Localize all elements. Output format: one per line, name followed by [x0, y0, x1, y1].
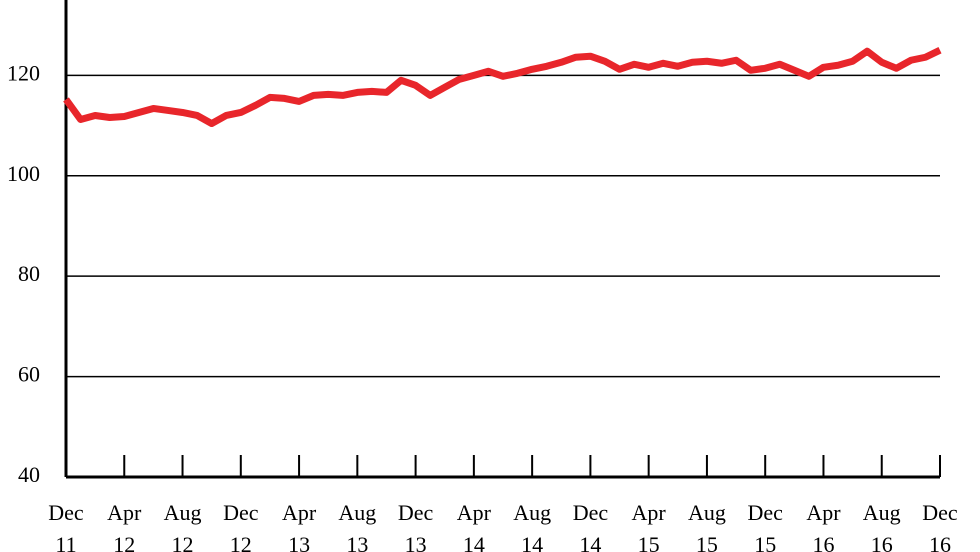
x-tick-label-line: Apr: [457, 500, 492, 525]
x-tick-label-line: 13: [405, 532, 427, 552]
x-tick-label-line: 12: [172, 532, 194, 552]
x-tick-label-line: Aug: [688, 500, 726, 525]
x-tick-label: Dec 15: [747, 500, 783, 552]
x-tick-label: Apr 12: [107, 500, 142, 552]
x-tick-label-line: Apr: [806, 500, 841, 525]
y-tick-label: 40: [18, 462, 40, 487]
x-tick-label: Aug 14: [513, 500, 551, 552]
x-tick-label: Dec 11: [48, 500, 84, 552]
x-tick-label: Aug 15: [688, 500, 726, 552]
x-tick-label-line: 13: [288, 532, 310, 552]
x-tick-label: Aug 13: [338, 500, 376, 552]
x-tick-label-line: Dec: [398, 500, 434, 525]
x-tick-label-line: 12: [113, 532, 135, 552]
x-tick-label-line: 12: [230, 532, 252, 552]
x-tick-label: Apr 14: [457, 500, 492, 552]
x-tick-label: Dec 14: [573, 500, 609, 552]
x-tick-label-line: 14: [521, 532, 543, 552]
x-tick-label-line: Dec: [573, 500, 609, 525]
x-tick-label-line: 14: [463, 532, 485, 552]
x-tick-label-line: 13: [346, 532, 368, 552]
x-tick-label: Apr 13: [282, 500, 317, 552]
x-tick-label-line: Apr: [107, 500, 142, 525]
x-tick-label-line: Dec: [922, 500, 958, 525]
line: [63, 47, 942, 128]
x-tick-label-line: Aug: [863, 500, 901, 525]
x-tick-label-line: Aug: [164, 500, 202, 525]
x-tick-label-line: Apr: [632, 500, 667, 525]
x-tick-label-line: Dec: [747, 500, 783, 525]
x-tick-label-line: 15: [696, 532, 718, 552]
x-tick-label-line: 16: [929, 532, 951, 552]
x-tick-label-line: 15: [638, 532, 660, 552]
x-tick-label-line: Apr: [282, 500, 317, 525]
x-tick-label: Apr 15: [632, 500, 667, 552]
x-tick-label-line: Aug: [338, 500, 376, 525]
x-tick-label-line: 14: [579, 532, 601, 552]
x-tick-label-line: Dec: [223, 500, 259, 525]
x-tick-label-line: 16: [812, 532, 834, 552]
x-tick-label-line: 16: [871, 532, 893, 552]
x-tick-label: Dec 12: [223, 500, 259, 552]
x-tick-label: Apr 16: [806, 500, 841, 552]
y-tick-label: 100: [7, 161, 40, 186]
x-tick-label: Dec 16: [922, 500, 958, 552]
x-tick-label-line: 15: [754, 532, 776, 552]
y-tick-label: 80: [18, 261, 40, 286]
x-tick-label: Aug 16: [863, 500, 901, 552]
x-tick-label: Dec 13: [398, 500, 434, 552]
x-tick-label: Aug 12: [164, 500, 202, 552]
y-tick-label: 120: [7, 60, 40, 85]
y-tick-label: 60: [18, 362, 40, 387]
x-tick-label-line: Dec: [48, 500, 84, 525]
x-tick-label-line: Aug: [513, 500, 551, 525]
x-tick-label-line: 11: [55, 532, 76, 552]
